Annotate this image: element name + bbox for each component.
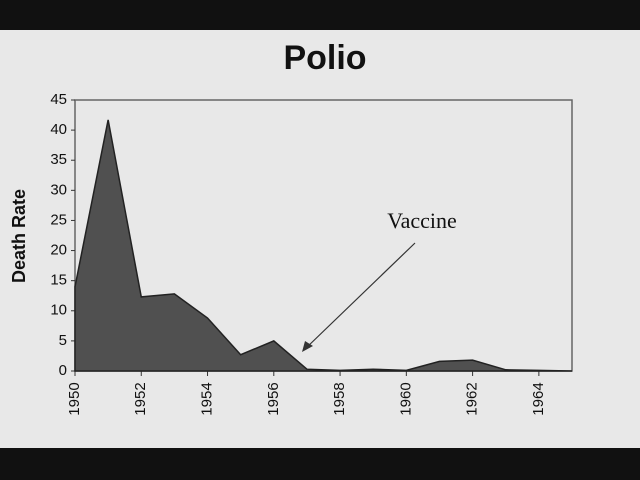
chart-title: Polio xyxy=(283,39,366,77)
y-tick-label: 25 xyxy=(50,211,67,228)
y-tick-label: 45 xyxy=(50,91,67,108)
y-tick-label: 20 xyxy=(50,242,67,259)
y-tick-label: 35 xyxy=(50,151,67,168)
x-tick-label: 1958 xyxy=(331,382,348,415)
x-tick-label: 1954 xyxy=(199,382,216,415)
y-tick-label: 5 xyxy=(59,332,67,349)
x-tick-label: 1950 xyxy=(66,382,83,415)
x-tick-label: 1962 xyxy=(464,382,481,415)
y-axis-label: Death Rate xyxy=(9,189,29,283)
annotation-arrow xyxy=(304,242,416,350)
x-tick-label: 1956 xyxy=(265,382,282,415)
annotation: Vaccine xyxy=(387,208,457,233)
area xyxy=(74,119,573,372)
y-tick-label: 15 xyxy=(50,272,67,289)
arrow-head xyxy=(302,341,313,352)
y-tick-label: 0 xyxy=(59,362,67,379)
y-tick-label: 10 xyxy=(50,302,67,319)
y-tick-label: 30 xyxy=(50,181,67,198)
x-tick-label: 1952 xyxy=(132,382,149,415)
x-tick-label: 1964 xyxy=(530,382,547,415)
y-tick-label: 40 xyxy=(50,121,67,138)
x-tick-label: 1960 xyxy=(397,382,414,415)
